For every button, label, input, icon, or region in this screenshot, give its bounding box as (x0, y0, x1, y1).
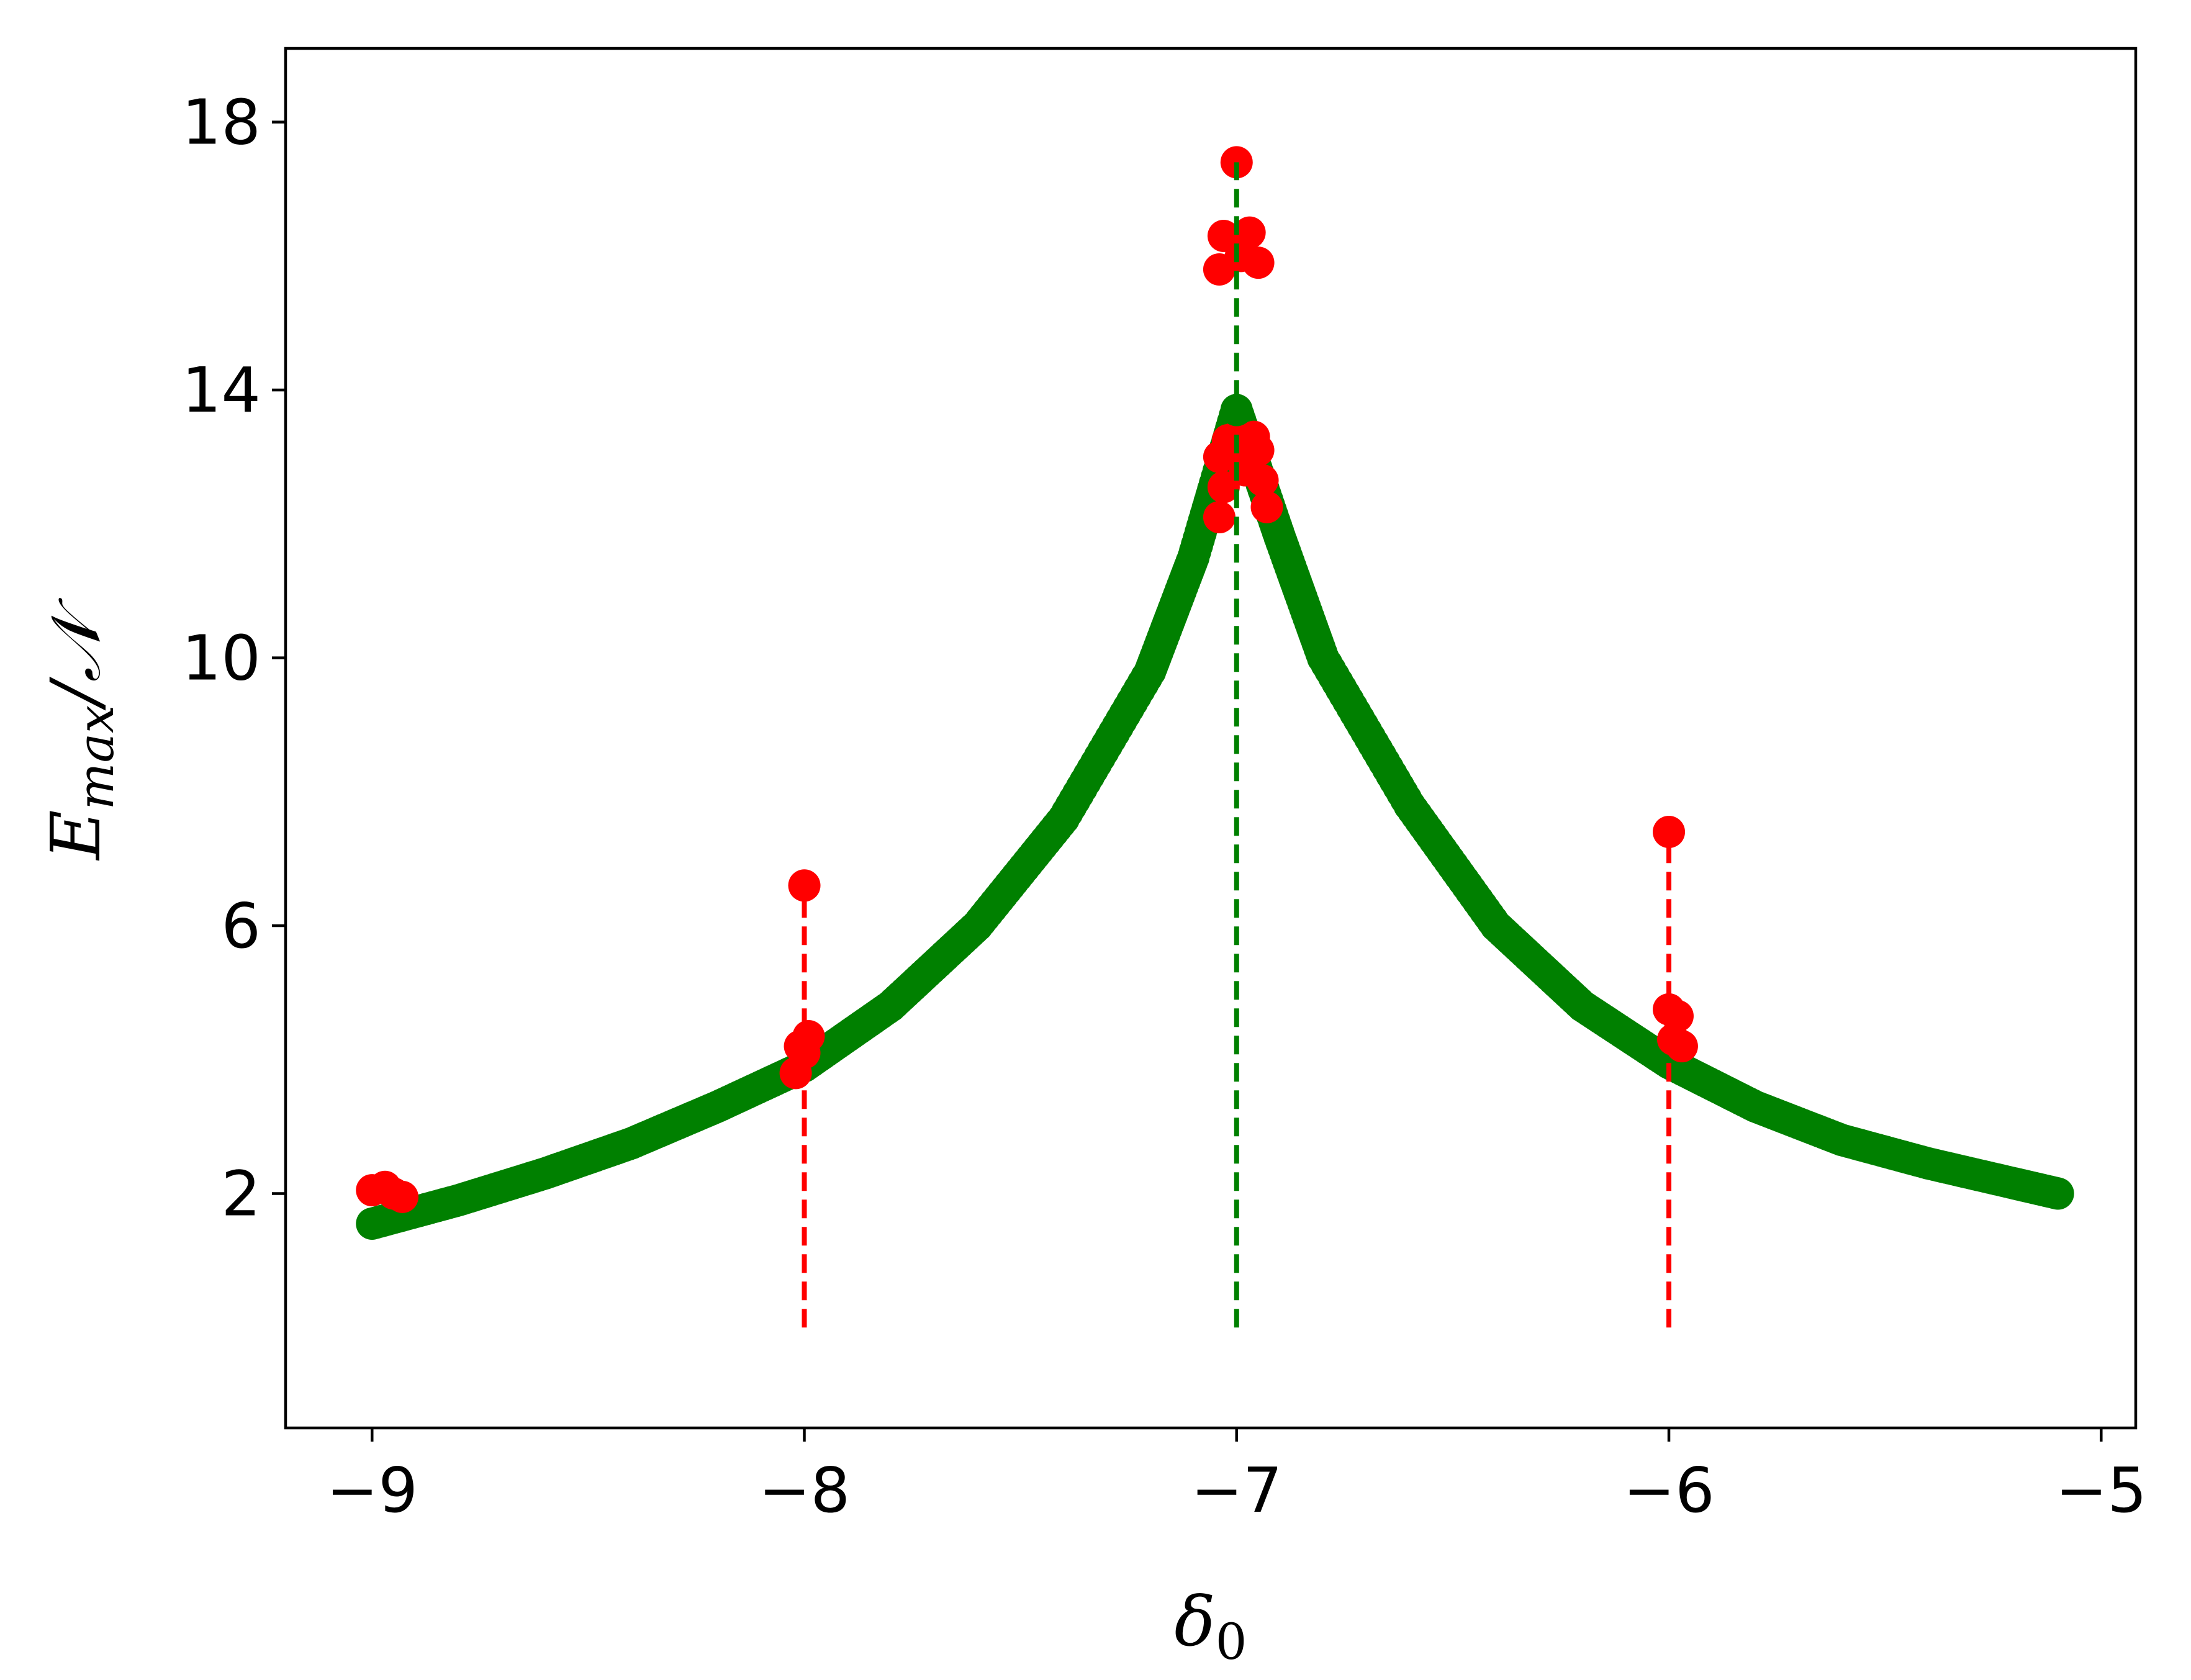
x-axis-label-main: δ (1174, 1582, 1215, 1661)
red-point (386, 1180, 418, 1213)
y-axis-label-main: E (36, 810, 115, 860)
red-point (1203, 501, 1236, 534)
red-point (1242, 434, 1275, 467)
y-tick-label: 2 (221, 1157, 261, 1230)
red-series (356, 146, 1698, 1213)
red-point (1233, 216, 1266, 249)
x-tick-label: −8 (759, 1454, 850, 1527)
ticks: −9 −8 −7 −6 −5 2 6 10 14 18 (182, 86, 2147, 1527)
y-tick-label: 14 (182, 354, 261, 427)
red-point (1665, 1030, 1698, 1063)
red-point (1242, 246, 1275, 279)
x-tick-label: −9 (327, 1454, 418, 1527)
red-point (1250, 490, 1283, 523)
plot-area (356, 146, 2074, 1328)
x-tick-label: −7 (1191, 1454, 1282, 1527)
red-point (1246, 464, 1279, 497)
x-axis-label-sub: 0 (1216, 1613, 1247, 1671)
x-axis-label: δ0 (1174, 1582, 1247, 1671)
y-tick-label: 18 (182, 86, 261, 159)
y-axis-label-sub: max (67, 705, 125, 810)
y-tick-label: 6 (221, 890, 261, 962)
x-tick-label: −5 (2056, 1454, 2147, 1527)
x-tick-label: −6 (1623, 1454, 1714, 1527)
axes-frame (284, 47, 2138, 1430)
y-tick-label: 10 (182, 622, 261, 695)
red-point (792, 1019, 825, 1052)
green-point (2041, 1177, 2074, 1210)
